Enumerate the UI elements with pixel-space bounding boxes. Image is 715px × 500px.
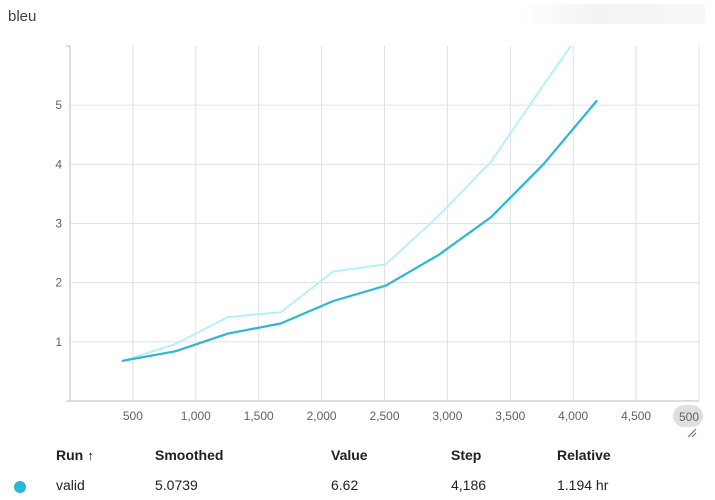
y-tick-label: 2	[55, 276, 62, 290]
chart-grid	[69, 46, 700, 402]
runs-table: Run ↑ Smoothed Value Step Relative valid …	[0, 440, 715, 500]
x-tick-label: 3,500	[495, 409, 525, 423]
header-run[interactable]: Run ↑	[56, 447, 94, 463]
x-tick-label: 2,000	[307, 409, 337, 423]
table-header: Run ↑ Smoothed Value Step Relative	[0, 440, 715, 470]
cell-run: valid	[56, 477, 85, 493]
series-line-smoothed	[121, 99, 598, 362]
y-tick-label: 4	[55, 157, 62, 171]
x-tick-label: 3,000	[432, 409, 462, 423]
y-axis: 1 2 3 4 5	[55, 45, 70, 402]
chart-area[interactable]: 1 2 3 4 5 500 1,000 1,500 2,000 2,500 3,000 3,500 4…	[0, 0, 715, 440]
y-tick-label: 5	[55, 98, 62, 112]
series-line-raw	[121, 46, 573, 362]
x-overflow-label-text: 500	[679, 410, 699, 424]
x-overflow-label-box	[673, 405, 703, 427]
y-tick-label: 3	[55, 217, 62, 231]
y-tick-label: 1	[55, 335, 62, 349]
x-tick-label: 4,500	[621, 409, 651, 423]
x-overflow-label: 500	[673, 405, 703, 427]
x-tick-label: 1,500	[244, 409, 274, 423]
header-run-label: Run	[56, 447, 84, 463]
header-step[interactable]: Step	[451, 447, 482, 463]
table-row[interactable]: valid 5.0739 6.62 4,186 1.194 hr	[0, 470, 715, 500]
run-color-swatch	[14, 481, 26, 493]
x-tick-label: 1,000	[181, 409, 211, 423]
cell-step: 4,186	[451, 477, 487, 493]
chart-title: bleu	[8, 8, 37, 25]
sort-arrow-icon: ↑	[87, 448, 94, 463]
header-smoothed[interactable]: Smoothed	[155, 447, 224, 463]
x-tick-label: 500	[123, 409, 143, 423]
resize-handle-icon[interactable]	[687, 428, 697, 438]
x-axis: 500 1,000 1,500 2,000 2,500 3,000 3,500 4,000 4,…	[123, 409, 652, 423]
cell-relative: 1.194 hr	[557, 477, 609, 493]
chart-series	[121, 46, 598, 362]
x-tick-label: 4,000	[558, 409, 588, 423]
header-relative[interactable]: Relative	[557, 447, 611, 463]
cell-value: 6.62	[331, 477, 359, 493]
x-tick-label: 2,500	[369, 409, 399, 423]
cell-smoothed: 5.0739	[155, 477, 198, 493]
card-toolbar	[520, 4, 705, 24]
header-value[interactable]: Value	[331, 447, 368, 463]
